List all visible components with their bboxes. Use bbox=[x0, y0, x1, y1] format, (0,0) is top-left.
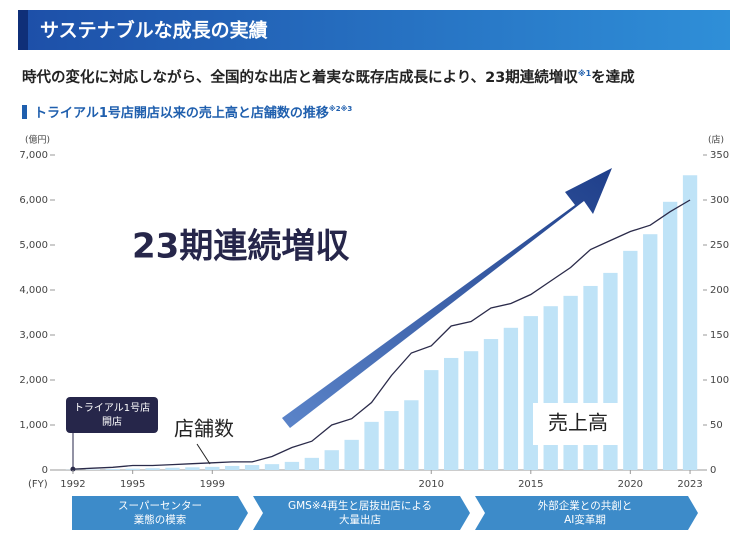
bar bbox=[125, 468, 140, 470]
subtitle-note: ※1 bbox=[578, 68, 592, 78]
y2-tick-label: 250 bbox=[710, 240, 729, 251]
label-bg bbox=[533, 403, 623, 445]
phase-label: 大量出店 bbox=[339, 513, 381, 526]
bar bbox=[145, 468, 160, 470]
bar bbox=[264, 464, 280, 470]
bar bbox=[424, 370, 439, 470]
bar bbox=[205, 466, 220, 470]
bar bbox=[643, 234, 658, 470]
y2-unit: (店) bbox=[708, 134, 724, 146]
bar bbox=[304, 457, 319, 470]
y2-tick-label: 150 bbox=[710, 330, 729, 341]
bar bbox=[444, 357, 459, 470]
phase-label: 業態の模索 bbox=[134, 513, 187, 526]
line-series-label: 店舗数 bbox=[174, 417, 234, 441]
bar bbox=[284, 461, 300, 470]
x-tick-label: 1992 bbox=[60, 479, 85, 490]
y2-tick-label: 350 bbox=[710, 150, 729, 161]
y-unit: (億円) bbox=[25, 134, 50, 146]
x-tick-label: 2020 bbox=[618, 479, 643, 490]
subtitle: 時代の変化に対応しながら、全国的な出店と着実な既存店成長により、23期連続増収※… bbox=[22, 68, 635, 87]
store-line bbox=[72, 199, 691, 470]
chart-title-note: ※2※3 bbox=[329, 104, 352, 113]
y-tick-label: 5,000 bbox=[19, 240, 48, 251]
y-tick-label: 2,000 bbox=[19, 375, 48, 386]
title-marker bbox=[22, 105, 27, 119]
headline: 23期連続増収 bbox=[132, 227, 349, 267]
subtitle-tail: を達成 bbox=[591, 68, 635, 86]
bar bbox=[463, 351, 479, 470]
y-tick-label: 6,000 bbox=[19, 195, 48, 206]
bar bbox=[483, 339, 499, 470]
bar bbox=[344, 439, 359, 470]
phase-arrow bbox=[253, 496, 470, 530]
x-tick-label: 1995 bbox=[120, 479, 145, 490]
y2-tick-label: 50 bbox=[710, 420, 723, 431]
chart-title: トライアル1号店開店以来の売上高と店舗数の推移※2※3 bbox=[34, 104, 352, 121]
y2-tick-label: 200 bbox=[710, 285, 729, 296]
bar bbox=[185, 467, 200, 470]
subtitle-text: 時代の変化に対応しながら、全国的な出店と着実な既存店成長により、23期連続増収 bbox=[22, 68, 578, 86]
y-tick-label: 7,000 bbox=[19, 150, 48, 161]
bar bbox=[623, 250, 638, 470]
bar bbox=[364, 421, 379, 470]
first-point bbox=[70, 466, 76, 472]
chart-title-text: トライアル1号店開店以来の売上高と店舗数の推移 bbox=[34, 105, 329, 121]
phase-label: AI変革期 bbox=[564, 513, 606, 526]
first-store-label: 開店 bbox=[102, 415, 122, 428]
header-accent bbox=[18, 10, 28, 50]
first-store-box bbox=[66, 397, 158, 433]
phase-label: スーパーセンター bbox=[118, 500, 202, 512]
y-tick-label: 3,000 bbox=[19, 330, 48, 341]
x-unit: (FY) bbox=[28, 479, 48, 490]
bar bbox=[503, 327, 519, 470]
x-tick-label: 2010 bbox=[419, 479, 444, 490]
bar bbox=[324, 450, 339, 470]
bar bbox=[384, 411, 399, 470]
header-banner bbox=[18, 10, 730, 50]
bar bbox=[225, 465, 240, 470]
y2-tick-label: 100 bbox=[710, 375, 729, 386]
bar bbox=[404, 400, 419, 470]
phase-label: GMS※4再生と居抜出店による bbox=[288, 499, 432, 512]
y-tick-label: 1,000 bbox=[19, 420, 48, 431]
x-tick-label: 1999 bbox=[200, 479, 225, 490]
bar bbox=[662, 201, 678, 471]
header-title: サステナブルな成長の実績 bbox=[40, 19, 268, 42]
y2-tick-label: 0 bbox=[710, 465, 716, 476]
growth-arrow bbox=[282, 168, 612, 428]
bar bbox=[165, 467, 180, 470]
x-tick-label: 2023 bbox=[677, 479, 702, 490]
y2-tick-label: 300 bbox=[710, 195, 729, 206]
bar bbox=[543, 306, 558, 470]
phase-arrow bbox=[72, 496, 248, 530]
bar-series-label: 売上高 bbox=[548, 411, 608, 435]
phase-label: 外部企業との共創と bbox=[538, 499, 632, 512]
phase-arrow bbox=[475, 496, 698, 530]
bar bbox=[682, 175, 698, 470]
bar bbox=[105, 469, 120, 470]
callout-line bbox=[196, 443, 211, 465]
bar bbox=[523, 316, 538, 470]
y-tick-label: 4,000 bbox=[19, 285, 48, 296]
bar bbox=[244, 465, 260, 470]
x-tick-label: 2015 bbox=[518, 479, 543, 490]
y-tick-label: 0 bbox=[42, 465, 48, 476]
first-store-label: トライアル1号店 bbox=[74, 401, 150, 414]
